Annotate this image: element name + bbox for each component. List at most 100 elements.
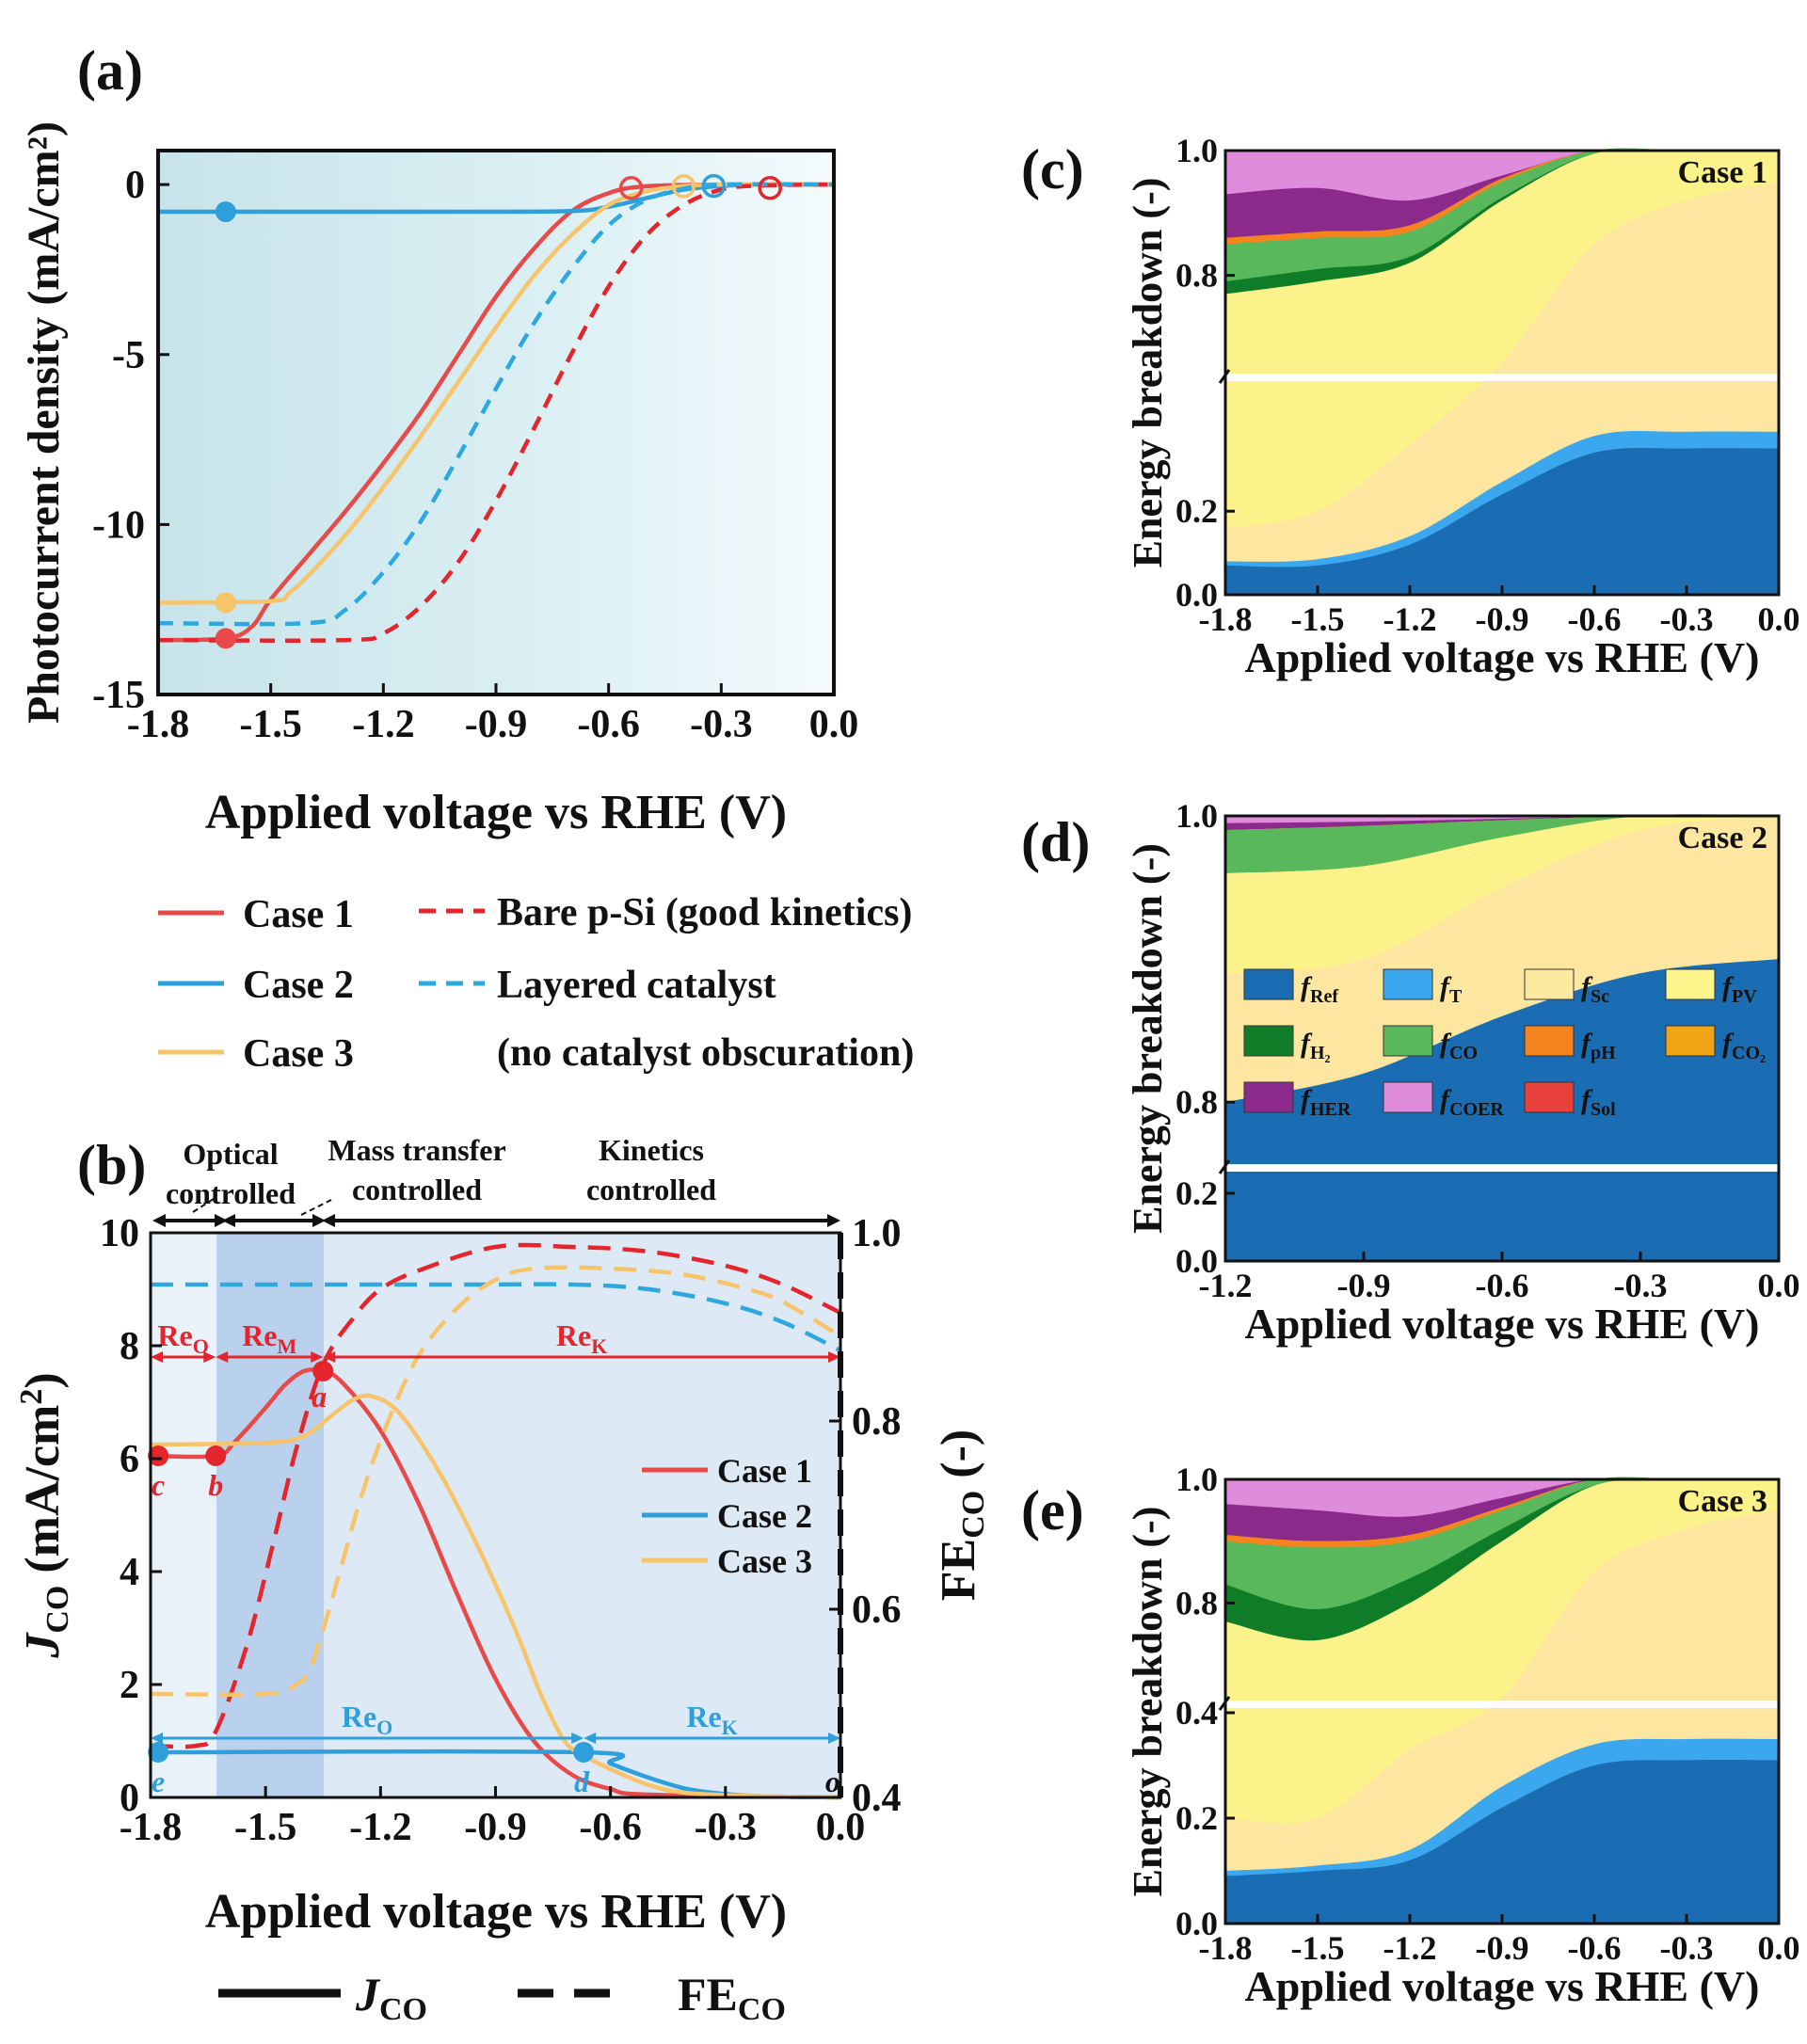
x-tick-label: -0.9 (464, 1806, 527, 1849)
x-tick-label: -0.9 (1476, 600, 1529, 638)
marker-case-3-filled (215, 592, 236, 614)
y-tick-label: 0.8 (1175, 257, 1218, 295)
legend-swatch-fH2 (1243, 1025, 1294, 1057)
regime-label: ReK (556, 1318, 607, 1358)
point-marker-e (148, 1742, 169, 1763)
y-tick-label: 10 (100, 1212, 139, 1255)
series-line-case-3-feco (150, 1265, 842, 1698)
legend-label-sub: CO (1449, 1043, 1478, 1063)
legend-label-case1: Case 1 (243, 893, 354, 936)
panel-a-y-axis-label: Photocurrent density (mA/cm²) (19, 121, 69, 724)
point-marker-a (312, 1361, 334, 1381)
marker-case-3-open (671, 174, 696, 199)
arrowhead (323, 1351, 336, 1363)
y-tick-label: 0.0 (1175, 1905, 1218, 1942)
legend-label-case3: Case 3 (243, 1032, 354, 1076)
legend-swatch-fT (1383, 968, 1433, 1000)
axis-break (1225, 1164, 1779, 1172)
legend-label-fHER: fHER (1301, 1084, 1351, 1120)
legend-label-main: f (1581, 971, 1593, 1002)
y-tick-label: -15 (92, 674, 145, 717)
legend-swatch-fCO2 (1665, 1025, 1716, 1057)
y-axis-label: Energy breakdown (-) (1125, 1507, 1171, 1897)
legend-label-main: f (1440, 971, 1452, 1002)
legend-swatch-fPV (1665, 968, 1716, 1000)
panel-b-y-axis-label: JCO (mA/cm2) (14, 1372, 75, 1658)
legend-label-fH2: fH₂ (1301, 1028, 1331, 1063)
chart-title: Case 1 (1678, 155, 1767, 190)
panel-d-chart: -1.2 -0.9 -0.6 -0.3 0.0 0.0 0.2 0.8 1.0 Case 2 App… (1125, 797, 1800, 1348)
chart-title: Case 2 (1678, 821, 1767, 855)
regime-label-main: Re (556, 1318, 591, 1352)
legend-label-main: f (1722, 1028, 1735, 1059)
series-line-case-1-feco (150, 1242, 841, 1749)
series-line-bare-p-si-good-kinetics (157, 182, 835, 643)
legend-label-main: f (1301, 1084, 1313, 1115)
arrowhead (151, 1351, 163, 1363)
y-tick-label: 0.4 (1175, 1694, 1218, 1732)
x-tick-label: -1.8 (127, 703, 190, 746)
y-tick-label: -10 (92, 503, 145, 547)
chart-title: Case 3 (1678, 1484, 1767, 1519)
x-tick-label: -0.3 (1660, 600, 1714, 638)
regime-label: ReK (686, 1700, 737, 1739)
legend-label-bare: Bare p-Si (good kinetics) (497, 891, 912, 934)
x-tick-label: -0.3 (690, 703, 753, 746)
x-axis-label: Applied voltage vs RHE (V) (1245, 1962, 1760, 2010)
panel-a-plot-background (158, 151, 834, 695)
arrowhead (203, 1351, 216, 1363)
y-tick-label: 8 (120, 1325, 139, 1368)
legend-label-case2: Case 2 (243, 964, 354, 1007)
legend-label-layered-sub: (no catalyst obscuration) (497, 1031, 914, 1075)
x-tick-label: 0.0 (816, 1806, 866, 1849)
style-legend-jco: JCO (355, 1968, 427, 2027)
region-pointer-optical (192, 1196, 217, 1213)
x-tick-label: -1.2 (1199, 1267, 1253, 1304)
arrowhead (215, 1214, 228, 1227)
region-label-kinetics-2: controlled (586, 1173, 716, 1206)
legend-label-b-case2: Case 2 (717, 1497, 812, 1535)
panel-c-chart: -1.8 -1.5 -1.2 -0.9 -0.6 -0.3 0.0 0.0 0.2 0.8 1.0 C… (1125, 132, 1800, 681)
y-tick-label: 0.8 (1175, 1083, 1218, 1121)
x-tick-label: 0.0 (809, 703, 859, 746)
panel-a-y-ticks: 0 -5 -10 -15 (92, 164, 169, 717)
point-label-a: a (312, 1380, 327, 1413)
region-optical-background (151, 1233, 216, 1797)
x-tick-label: -1.8 (120, 1806, 183, 1849)
legend-label-main: f (1722, 971, 1735, 1002)
x-tick-label: -0.9 (1337, 1267, 1391, 1304)
legend-swatch-fSc (1524, 968, 1575, 1000)
point-marker-b (205, 1445, 227, 1466)
region-headers: Optical controlled Mass transfer control… (166, 1133, 716, 1210)
arrowhead (828, 1733, 840, 1744)
arrowhead (584, 1733, 597, 1744)
x-tick-label: -1.5 (1291, 600, 1345, 638)
legend-label-fSol: fSol (1581, 1084, 1616, 1120)
series-line-case-3 (157, 182, 835, 605)
regime-label: ReO (342, 1700, 392, 1739)
x-tick-label: -0.6 (1568, 1929, 1622, 1967)
y2-tick-label: 0.8 (852, 1400, 902, 1444)
region-label-optical-2: controlled (166, 1176, 296, 1210)
x-tick-label: -1.2 (349, 1806, 412, 1849)
arrowhead (222, 1214, 235, 1227)
x-tick-label: -1.2 (1383, 1929, 1437, 1967)
panel-b-x-axis-label: Applied voltage vs RHE (V) (205, 1885, 787, 1939)
legend-label-fCO2: fCO₂ (1722, 1028, 1766, 1063)
x-tick-label: -1.2 (352, 703, 415, 746)
legend-label-b-case1: Case 1 (717, 1452, 812, 1490)
marker-case-2-open (701, 173, 727, 199)
y-tick-label: 0.0 (1175, 576, 1218, 614)
panel-label-e: (e) (1021, 1479, 1084, 1541)
x-tick-label: 0.0 (1758, 600, 1800, 638)
region-label-mass-1: Mass transfer (328, 1133, 505, 1167)
regime-label-sub: K (722, 1716, 738, 1739)
x-tick-label: -1.2 (1383, 600, 1437, 638)
legend-label-sub: CO₂ (1732, 1043, 1766, 1063)
y-tick-label: 1.0 (1175, 1461, 1218, 1498)
legend-label-b-case3: Case 3 (717, 1542, 812, 1580)
arrowhead (312, 1214, 326, 1227)
arrowhead (216, 1351, 229, 1363)
